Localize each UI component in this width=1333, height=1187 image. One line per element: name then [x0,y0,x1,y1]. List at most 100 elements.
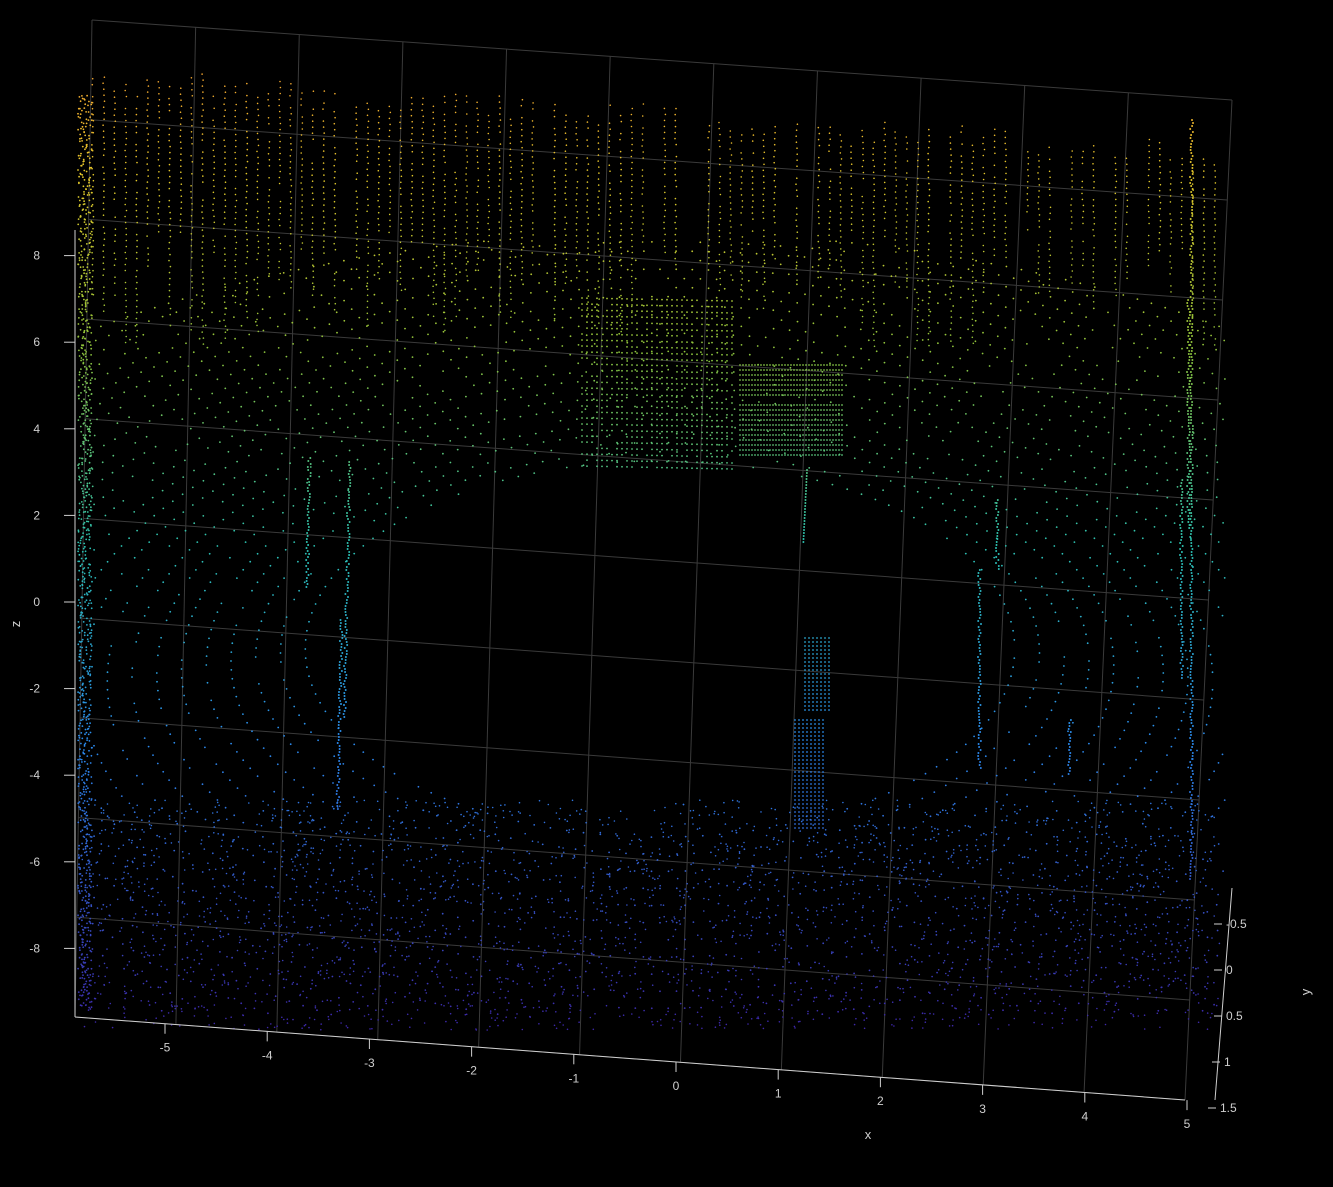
point [239,303,242,306]
point [1125,469,1127,472]
point [929,271,932,274]
point [641,145,643,147]
point [630,263,633,266]
point [234,151,236,154]
point [1048,260,1050,263]
point [1211,372,1214,375]
point [1170,320,1172,322]
point [283,494,286,497]
point [400,181,402,184]
point [360,946,363,949]
point [519,415,522,418]
point [564,282,567,285]
point [1082,979,1085,982]
point [479,432,482,435]
point [582,831,585,834]
point [377,169,380,172]
point [503,925,506,928]
point [141,906,144,908]
point [1136,493,1139,496]
point [1027,423,1030,425]
point [152,938,155,940]
point [894,173,897,175]
point [1143,564,1146,567]
point [597,142,600,144]
point [352,770,354,773]
point [224,217,226,219]
point [157,213,159,215]
point [1020,289,1022,291]
point [1095,884,1098,887]
point [179,141,182,143]
point [188,549,191,551]
point [708,238,711,241]
point [272,817,274,820]
point [388,135,391,138]
point [335,271,338,273]
point [575,205,577,207]
point [257,174,259,177]
point [618,314,621,317]
point [861,470,863,473]
point [921,379,924,382]
point [355,106,358,108]
point [162,770,165,773]
point [245,897,247,900]
point [377,271,379,274]
point [201,301,203,303]
point [308,675,310,678]
point [550,449,553,452]
point [206,346,209,349]
point [1205,320,1207,323]
point [366,300,369,303]
point [233,686,235,689]
point [92,209,94,212]
point [905,190,907,192]
point [767,897,769,900]
point [1155,716,1158,718]
point [136,281,138,284]
point [412,904,415,907]
point [168,103,171,106]
point [338,996,340,999]
point [506,303,508,306]
point [201,157,203,159]
point [1223,339,1226,342]
point [201,229,204,231]
point [471,807,474,810]
point [426,414,429,416]
point [253,879,256,882]
point [222,425,225,428]
point [917,213,919,216]
point [845,384,847,387]
point [1005,244,1007,247]
point [1122,453,1125,455]
point [875,350,878,353]
point [190,77,193,79]
point [944,374,946,377]
point [899,364,901,367]
point [137,632,140,635]
point [1165,404,1168,407]
point [494,449,497,452]
point [411,180,413,183]
point [201,560,204,563]
point [290,83,292,85]
point [120,795,123,797]
point [477,185,479,188]
point [975,279,977,282]
point [597,238,599,240]
point [497,351,499,354]
point [941,809,944,812]
point [1205,723,1208,726]
point [432,291,435,294]
point [982,226,984,229]
point [862,177,865,180]
point [916,291,918,294]
point [1012,666,1014,669]
point [817,198,819,201]
point [917,183,919,186]
point [630,155,633,158]
point [274,404,277,407]
point [381,302,383,305]
